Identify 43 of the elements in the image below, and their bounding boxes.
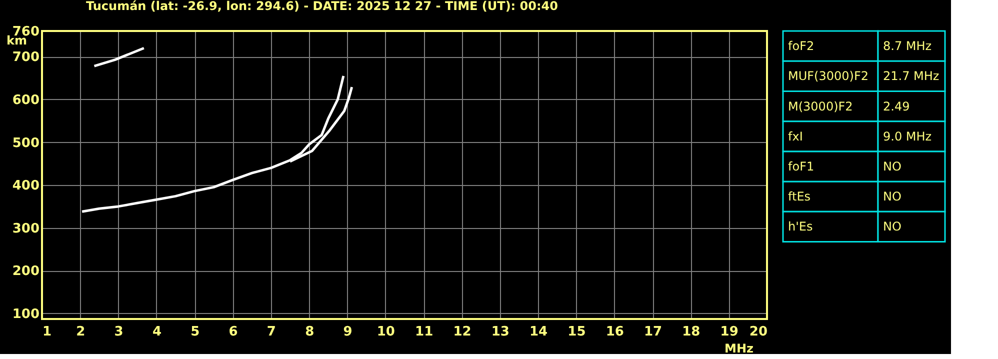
text: 21.7 MHz — [883, 69, 940, 84]
text: foF2 — [788, 39, 814, 54]
x-tick-label: 7 — [266, 324, 276, 340]
x-axis-title: MHz — [724, 342, 754, 356]
text: MUF(3000)F2 — [788, 69, 868, 84]
x-tick-label: 2 — [76, 324, 86, 340]
x-tick-label: 12 — [453, 324, 472, 340]
text: 2.49 — [883, 99, 910, 114]
chart-title: Tucumán (lat: -26.9, lon: 294.6) - DATE: 2025 12 27 - TIME (UT): 00:40 — [86, 0, 558, 13]
text: 8.7 MHz — [883, 39, 932, 54]
x-tick-label: 6 — [228, 324, 238, 340]
x-tick-label: 19 — [720, 324, 738, 340]
x-tick-label: 20 — [749, 324, 768, 340]
text: ftEs — [788, 190, 811, 204]
text: NO — [883, 160, 902, 174]
x-tick-label: 10 — [376, 324, 395, 340]
x-tick-label: 14 — [530, 324, 548, 340]
y-tick-label: 400 — [12, 178, 40, 194]
y-tick-label: 600 — [12, 92, 40, 108]
x-tick-label: 1 — [42, 324, 52, 340]
x-tick-label: 9 — [343, 324, 352, 340]
y-tick-label: 300 — [12, 221, 40, 236]
text: h'Es — [788, 220, 813, 234]
text: foF1 — [788, 160, 814, 174]
x-tick-label: 4 — [152, 324, 162, 340]
y-tick-label: 500 — [12, 136, 40, 151]
y-tick-label: 100 — [12, 306, 40, 322]
x-tick-label: 8 — [305, 324, 314, 340]
text: M(3000)F2 — [788, 99, 853, 114]
y-tick-label: 200 — [12, 264, 40, 280]
x-tick-label: 13 — [491, 324, 510, 340]
y-tick-label: 700 — [12, 50, 40, 66]
x-tick-label: 15 — [568, 324, 586, 340]
x-tick-label: 17 — [644, 324, 662, 340]
text: NO — [883, 190, 902, 204]
text: fxI — [788, 129, 803, 144]
x-tick-label: 16 — [606, 324, 624, 340]
text: 9.0 MHz — [883, 129, 932, 144]
x-tick-label: 5 — [190, 324, 200, 340]
x-tick-label: 18 — [682, 324, 700, 340]
x-tick-label: 3 — [114, 324, 124, 340]
x-tick-label: 11 — [415, 324, 434, 340]
text: NO — [883, 220, 902, 234]
